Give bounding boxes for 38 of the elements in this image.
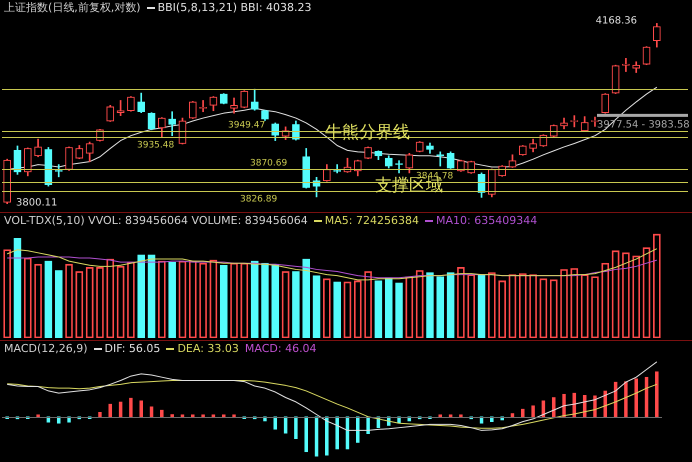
legend-label: DEA: 33.03 (177, 341, 239, 357)
candlestick (230, 98, 238, 114)
bar (312, 275, 320, 338)
bar (54, 270, 63, 338)
annotation: 3800.11 (16, 198, 58, 209)
candlestick (591, 116, 599, 127)
legend-label: BBI(5,8,13,21) BBI: 4038.23 (158, 0, 312, 16)
bar (168, 262, 176, 338)
bar (395, 282, 403, 338)
ref-line-label: 3949.47 (228, 120, 266, 130)
legend-label: MA5: 724256384 (324, 213, 419, 229)
bar (14, 238, 22, 338)
bar (384, 277, 393, 338)
legend-label: MA10: 635409344 (436, 213, 538, 229)
bar (137, 254, 146, 338)
text: MACD: 46.04 (244, 341, 317, 357)
bar (220, 264, 228, 338)
chart-title: VOL-TDX(5,10) VVOL: 839456064 VOLUME: 839456064 (4, 213, 308, 229)
bar (148, 254, 156, 338)
ref-line-label: 3870.69 (250, 158, 288, 168)
annotation: 4168.36 (596, 16, 637, 27)
bar (478, 274, 486, 338)
bar (261, 262, 269, 338)
bar (44, 260, 52, 338)
bar (426, 272, 434, 338)
bar (374, 280, 382, 338)
bar (302, 258, 310, 338)
ref-line-label: 3826.89 (240, 194, 278, 204)
bar (250, 260, 258, 338)
ref-line-label: 3935.48 (137, 140, 174, 150)
bar (436, 276, 444, 338)
chart-title: 上证指数(日线,前复权,对数) (4, 0, 141, 16)
bar (446, 272, 454, 338)
bar (292, 271, 300, 338)
bar (271, 264, 280, 338)
legend-label: DIF: 56.05 (104, 341, 160, 357)
bar (333, 282, 341, 338)
chart-title: MACD(12,26,9) (4, 341, 88, 357)
